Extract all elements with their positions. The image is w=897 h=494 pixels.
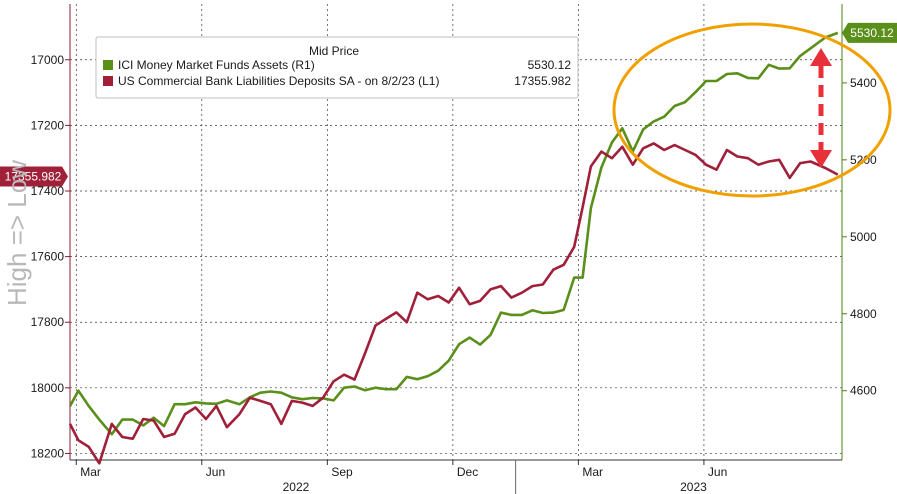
left-tick-label: 17800 (31, 315, 65, 329)
left-tick-label: 17200 (31, 118, 65, 132)
legend-swatch (103, 60, 113, 70)
left-tick-label: 17400 (31, 184, 65, 198)
x-tick-label: Jun (206, 465, 225, 479)
legend-entry-label: US Commercial Bank Liabilities Deposits … (118, 74, 439, 88)
left-last-value-badge (0, 166, 68, 187)
legend-swatch (103, 76, 113, 86)
right-tick-label: 4600 (850, 384, 877, 398)
arrow-head-down (810, 150, 832, 168)
left-axis: 17000 17200 17400 17600 17800 18000 18200 (31, 4, 71, 460)
legend-entry-value: 17355.982 (514, 74, 571, 88)
left-axis-title: High => Low (2, 160, 32, 306)
left-tick-label: 18200 (31, 446, 65, 460)
right-last-value-badge (842, 22, 897, 43)
x-year-label: 2023 (680, 480, 707, 494)
right-tick-label: 5400 (850, 76, 877, 90)
left-last-value-label: 17355.982 (5, 170, 62, 184)
legend-header: Mid Price (309, 44, 359, 58)
left-tick-label: 18000 (31, 381, 65, 395)
right-tick-label: 4800 (850, 307, 877, 321)
right-tick-label: 5000 (850, 230, 877, 244)
annotation-layer (612, 22, 892, 198)
x-tick-label: Mar (80, 465, 101, 479)
legend-box (95, 36, 579, 99)
x-tick-label: Dec (457, 465, 478, 479)
x-year-label: 2022 (283, 480, 310, 494)
left-tick-label: 17000 (31, 53, 65, 67)
legend-entry-label: ICI Money Market Funds Assets (R1) (118, 58, 315, 72)
series-line-bank-deposits (68, 142, 839, 465)
arrow-head-up (810, 48, 832, 66)
x-tick-label: Mar (582, 465, 603, 479)
last-value-badges: 17355.982 5530.12 (0, 22, 897, 187)
x-tick-label: Sep (331, 465, 353, 479)
series-line-money-market (68, 31, 839, 436)
left-tick-label: 17600 (31, 250, 65, 264)
highlight-ellipse (612, 22, 892, 198)
legend-entry-value: 5530.12 (528, 58, 572, 72)
series-layer (68, 31, 839, 465)
right-last-value-label: 5530.12 (850, 26, 894, 40)
x-tick-label: Jun (708, 465, 727, 479)
x-axis: Mar Jun Sep Dec Mar Jun 2022 2023 (70, 459, 842, 494)
